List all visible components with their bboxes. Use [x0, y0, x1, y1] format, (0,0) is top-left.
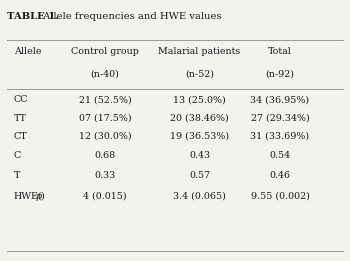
Text: 0.43: 0.43: [189, 151, 210, 160]
Text: 0.46: 0.46: [270, 171, 290, 180]
Text: p: p: [36, 192, 42, 201]
Text: ): ): [40, 192, 44, 201]
Text: Total: Total: [268, 47, 292, 56]
Text: Control group: Control group: [71, 47, 139, 56]
Text: 0.57: 0.57: [189, 171, 210, 180]
Text: HWE(: HWE(: [14, 192, 43, 201]
Text: 19 (36.53%): 19 (36.53%): [170, 132, 229, 141]
Text: 0.54: 0.54: [270, 151, 290, 160]
Text: Allele frequencies and HWE values: Allele frequencies and HWE values: [40, 12, 222, 21]
Text: 20 (38.46%): 20 (38.46%): [170, 114, 229, 122]
Text: 07 (17.5%): 07 (17.5%): [79, 114, 131, 122]
Text: 9.55 (0.002): 9.55 (0.002): [251, 192, 309, 201]
Text: 12 (30.0%): 12 (30.0%): [79, 132, 131, 141]
Text: CC: CC: [14, 95, 28, 104]
Text: 21 (52.5%): 21 (52.5%): [79, 95, 131, 104]
Text: 0.33: 0.33: [94, 171, 116, 180]
Text: T: T: [14, 171, 20, 180]
Text: (n-92): (n-92): [266, 69, 294, 78]
Text: TT: TT: [14, 114, 27, 122]
Text: 34 (36.95%): 34 (36.95%): [251, 95, 309, 104]
Text: 0.68: 0.68: [94, 151, 116, 160]
Text: (n-52): (n-52): [185, 69, 214, 78]
Text: 4 (0.015): 4 (0.015): [83, 192, 127, 201]
Text: 3.4 (0.065): 3.4 (0.065): [173, 192, 226, 201]
Text: 13 (25.0%): 13 (25.0%): [173, 95, 226, 104]
Text: 31 (33.69%): 31 (33.69%): [251, 132, 309, 141]
Text: CT: CT: [14, 132, 28, 141]
Text: 27 (29.34%): 27 (29.34%): [251, 114, 309, 122]
Text: C: C: [14, 151, 21, 160]
Text: TABLE 1.: TABLE 1.: [7, 12, 59, 21]
Text: Allele: Allele: [14, 47, 42, 56]
Text: Malarial patients: Malarial patients: [158, 47, 240, 56]
Text: (n-40): (n-40): [91, 69, 119, 78]
